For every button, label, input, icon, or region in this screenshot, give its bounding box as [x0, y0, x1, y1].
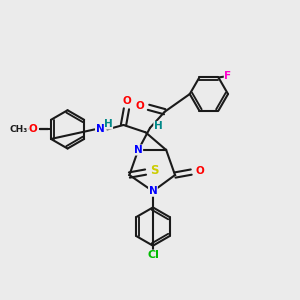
- Text: N: N: [96, 124, 104, 134]
- Text: O: O: [136, 101, 145, 111]
- Text: O: O: [29, 124, 38, 134]
- Text: S: S: [150, 164, 159, 177]
- Text: O: O: [123, 95, 131, 106]
- Text: N: N: [134, 145, 142, 155]
- Text: F: F: [224, 71, 231, 81]
- Text: O: O: [195, 166, 204, 176]
- Text: H: H: [154, 122, 163, 131]
- Text: Cl: Cl: [147, 250, 159, 260]
- Text: H: H: [104, 119, 112, 129]
- Text: N: N: [148, 186, 157, 196]
- Text: CH₃: CH₃: [9, 125, 28, 134]
